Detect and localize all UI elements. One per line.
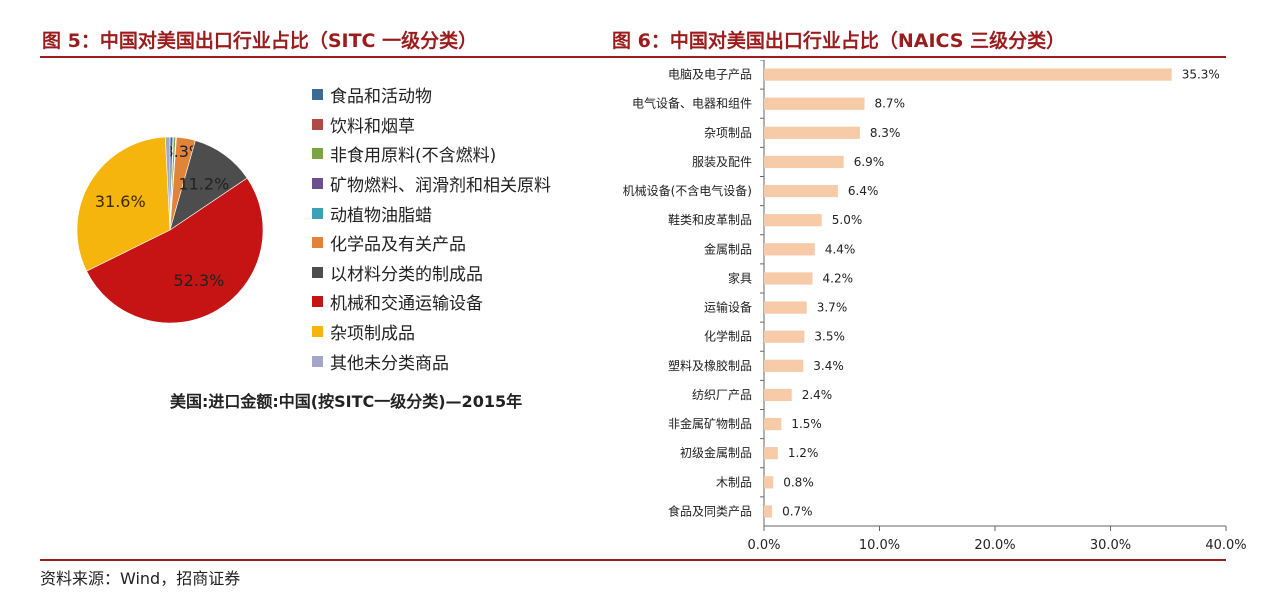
bar xyxy=(764,476,774,489)
bar-category-label: 金属制品 xyxy=(704,241,752,256)
bar-value-label: 6.9% xyxy=(854,155,885,169)
bar-category-label: 机械设备(不含电气设备) xyxy=(623,183,752,198)
legend-swatch xyxy=(312,207,323,219)
bar-value-label: 2.4% xyxy=(802,388,833,402)
legend-label: 动植物油脂蜡 xyxy=(330,205,432,226)
pie-slice xyxy=(86,177,264,324)
bar-category-label: 食品及同类产品 xyxy=(668,503,752,518)
figure-6-title: 图 6：中国对美国出口行业占比（NAICS 三级分类） xyxy=(612,30,1066,52)
legend-swatch xyxy=(312,148,323,160)
bar-category-label: 鞋类和皮革制品 xyxy=(668,212,752,227)
bottom-rule xyxy=(40,559,1226,561)
pie-chart: 3.3%11.2%52.3%31.6% xyxy=(76,136,264,324)
bar-chart: 电脑及电子产品 35.3% 电气设备、电器和组件 8.7% 杂项制品 8.3% 服装及配件 6… xyxy=(623,60,1247,553)
bar xyxy=(764,417,782,431)
legend-swatch xyxy=(312,266,323,278)
pie-data-label: 11.2% xyxy=(178,174,229,193)
bar xyxy=(764,330,805,343)
bar xyxy=(764,126,860,139)
legend-item: 食品和活动物 xyxy=(312,80,607,110)
pie-data-label: 52.3% xyxy=(174,271,225,290)
bar-value-label: 0.7% xyxy=(782,504,813,518)
legend-swatch xyxy=(312,118,323,130)
bar xyxy=(764,272,813,285)
bar xyxy=(764,68,1172,81)
legend-item: 矿物燃料、润滑剂和相关原料 xyxy=(312,169,607,199)
legend-label: 非食用原料(不含燃料) xyxy=(330,146,497,167)
pie-caption: 美国:进口金额:中国(按SITC一级分类)—2015年 xyxy=(170,392,523,411)
bar xyxy=(764,155,844,169)
legend-label: 矿物燃料、润滑剂和相关原料 xyxy=(330,176,551,197)
bar-category-label: 塑料及橡胶制品 xyxy=(668,358,752,373)
bar-category-label: 初级金属制品 xyxy=(680,445,752,460)
bar xyxy=(764,97,865,110)
bar-value-label: 3.4% xyxy=(813,359,844,373)
legend-item: 动植物油脂蜡 xyxy=(312,198,607,228)
bar-category-label: 运输设备 xyxy=(704,300,752,315)
legend-item: 化学品及有关产品 xyxy=(312,228,607,258)
bar xyxy=(764,184,838,198)
bar xyxy=(764,359,804,372)
legend-item: 以材料分类的制成品 xyxy=(312,258,607,288)
bar-value-label: 3.5% xyxy=(814,330,845,344)
legend-swatch xyxy=(312,296,323,308)
x-tick-label: 20.0% xyxy=(974,538,1015,553)
bar-category-label: 杂项制品 xyxy=(704,126,752,140)
x-tick-label: 30.0% xyxy=(1090,538,1131,553)
legend-label: 食品和活动物 xyxy=(330,87,432,108)
bar-value-label: 35.3% xyxy=(1182,68,1220,82)
bar-value-label: 0.8% xyxy=(783,475,814,489)
legend-label: 机械和交通运输设备 xyxy=(330,294,483,315)
legend-label: 化学品及有关产品 xyxy=(330,235,466,256)
bar-value-label: 6.4% xyxy=(848,184,879,198)
legend-swatch xyxy=(312,355,323,367)
bar-value-label: 4.2% xyxy=(823,271,854,285)
bar xyxy=(764,243,815,256)
bar-value-label: 5.0% xyxy=(832,213,863,227)
pie-data-label: 31.6% xyxy=(95,192,146,211)
x-tick-label: 40.0% xyxy=(1205,538,1246,553)
bar-category-label: 电气设备、电器和组件 xyxy=(632,96,752,111)
bar-category-label: 化学制品 xyxy=(704,329,752,344)
bar-value-label: 4.4% xyxy=(825,242,856,256)
bar-category-label: 纺织厂产品 xyxy=(692,388,752,402)
pie-slice xyxy=(165,136,171,231)
legend-item: 饮料和烟草 xyxy=(312,110,607,140)
x-tick-label: 10.0% xyxy=(859,538,900,553)
bar-category-label: 服装及配件 xyxy=(692,155,752,169)
bar-category-label: 非金属矿物制品 xyxy=(668,416,752,431)
bar xyxy=(764,505,773,518)
bar xyxy=(764,447,778,460)
legend-label: 饮料和烟草 xyxy=(330,116,415,137)
pie-slice xyxy=(76,136,171,272)
pie-slice xyxy=(169,140,248,231)
legend-swatch xyxy=(312,237,323,249)
source-note: 资料来源：Wind，招商证券 xyxy=(40,569,241,588)
legend-swatch xyxy=(312,178,323,190)
bar-category-label: 电脑及电子产品 xyxy=(668,68,752,82)
legend-label: 杂项制成品 xyxy=(330,324,415,345)
pie-legend: 食品和活动物 饮料和烟草非食用原料(不含燃料) 矿物燃料、润滑剂和相关原料 动植物油脂… xyxy=(312,80,607,376)
bar-category-label: 木制品 xyxy=(716,475,752,489)
legend-label: 以材料分类的制成品 xyxy=(330,264,483,285)
bar-value-label: 8.3% xyxy=(870,126,901,140)
legend-item: 机械和交通运输设备 xyxy=(312,287,607,317)
legend-item: 杂项制成品 xyxy=(312,317,607,347)
legend-label: 其他未分类商品 xyxy=(330,353,449,374)
bar-value-label: 3.7% xyxy=(817,301,848,315)
bar-value-label: 1.2% xyxy=(788,446,819,460)
legend-swatch xyxy=(312,326,323,338)
bar xyxy=(764,214,822,227)
legend-item: 其他未分类商品 xyxy=(312,346,607,376)
bar xyxy=(764,301,807,314)
legend-swatch xyxy=(312,89,323,101)
bar-category-label: 家具 xyxy=(728,270,752,285)
figure-5-title: 图 5：中国对美国出口行业占比（SITC 一级分类） xyxy=(42,30,478,52)
bar-value-label: 8.7% xyxy=(874,97,905,111)
bar xyxy=(764,388,792,402)
top-rule xyxy=(40,56,1226,58)
bar-value-label: 1.5% xyxy=(791,417,822,431)
legend-item: 非食用原料(不含燃料) xyxy=(312,139,607,169)
x-tick-label: 0.0% xyxy=(747,538,780,553)
